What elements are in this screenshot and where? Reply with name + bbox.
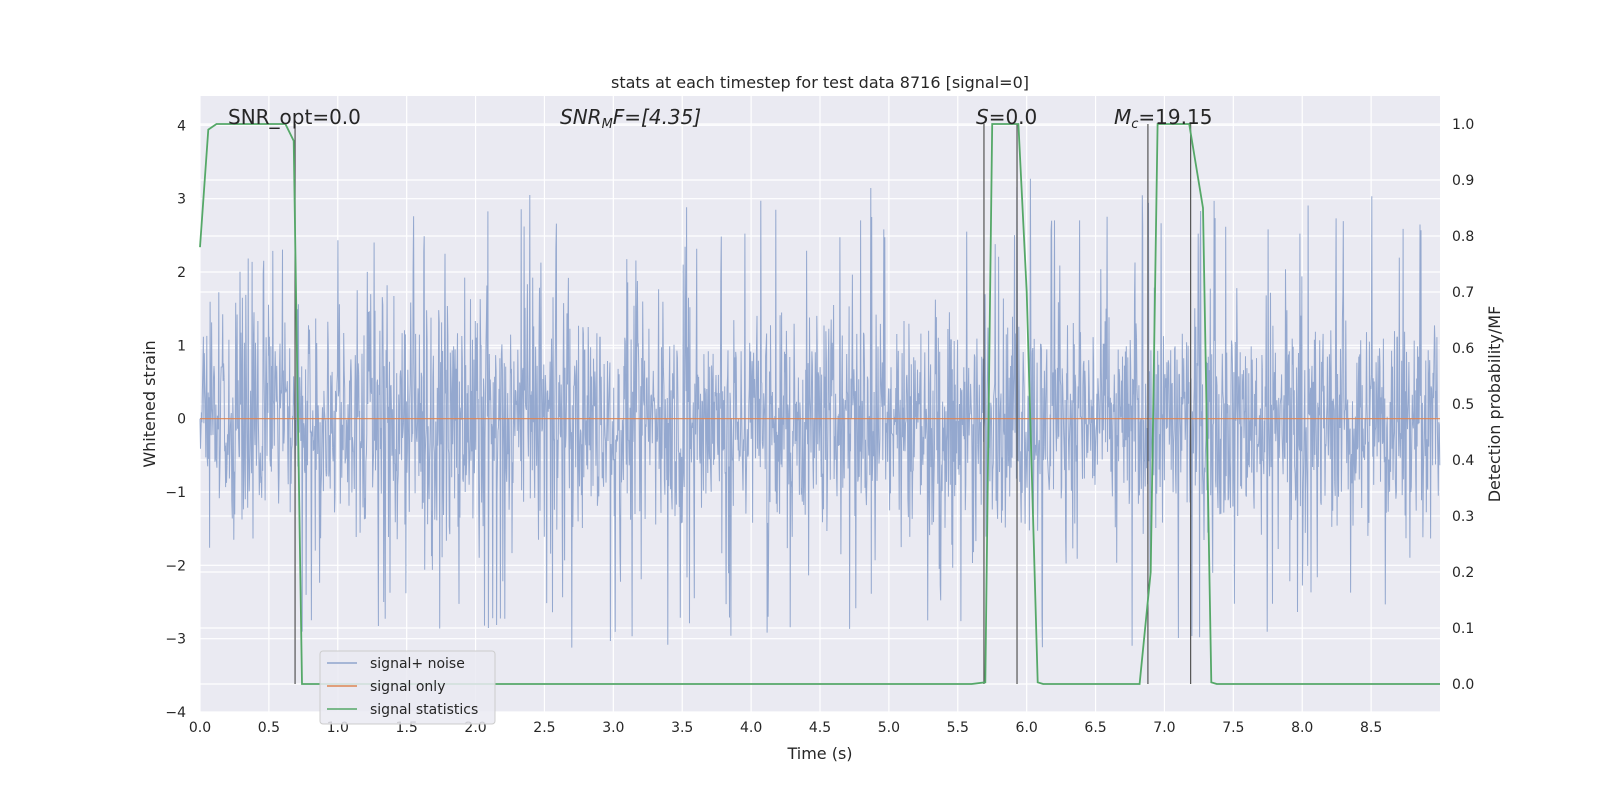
snr-mf-base: SNR <box>560 105 602 129</box>
y2-tick-label: 0.9 <box>1452 173 1474 189</box>
x-tick-labels: 0.0 0.5 1.0 1.5 2.0 2.5 3.0 3.5 4.0 4.5 5.0 5.5 6.0 6… <box>189 720 1382 736</box>
x-tick-label: 5.5 <box>947 720 969 736</box>
s-stat-value: =0.0 <box>989 105 1038 129</box>
snr-mf-annotation: SNRMF=[4.35] <box>560 105 701 132</box>
y-tick-label: 3 <box>177 192 186 208</box>
y-tick-labels: 4 3 2 1 0 −1 −2 −3 −4 <box>165 118 186 721</box>
mc-value: =19.15 <box>1138 105 1212 129</box>
snr-opt-annotation: SNR_opt=0.0 <box>228 105 361 129</box>
x-tick-label: 7.0 <box>1153 720 1175 736</box>
snr-mf-rest: F=[4.35] <box>613 105 701 129</box>
y-axis-label: Whitened strain <box>140 340 159 467</box>
y-tick-label: 1 <box>177 338 186 354</box>
y2-tick-label: 0.8 <box>1452 229 1474 245</box>
legend-label-stats: signal statistics <box>370 702 478 718</box>
legend: signal+ noise signal only signal statist… <box>319 650 496 725</box>
x-axis-label: Time (s) <box>786 744 852 763</box>
y2-tick-label: 0.7 <box>1452 285 1474 301</box>
y2-tick-label: 0.2 <box>1452 565 1474 581</box>
x-tick-label: 7.5 <box>1222 720 1244 736</box>
signal-statistics-line <box>199 123 1440 685</box>
x-tick-label: 8.0 <box>1291 720 1313 736</box>
x-tick-label: 6.0 <box>1016 720 1038 736</box>
snr-mf-sub: M <box>602 117 613 132</box>
x-tick-label: 8.5 <box>1360 720 1382 736</box>
y2-tick-label: 1.0 <box>1452 117 1474 133</box>
x-tick-label: 6.5 <box>1084 720 1106 736</box>
x-tick-label: 0.5 <box>258 720 280 736</box>
y-tick-label: −1 <box>165 485 186 501</box>
y2-tick-label: 0.5 <box>1452 397 1474 413</box>
y2-tick-label: 0.4 <box>1452 453 1474 469</box>
legend-box <box>319 650 496 725</box>
chart-title: stats at each timestep for test data 871… <box>611 73 1029 92</box>
y2-tick-label: 0.6 <box>1452 341 1474 357</box>
y-tick-label: 4 <box>177 118 186 134</box>
x-tick-label: 5.0 <box>878 720 900 736</box>
noise-trace <box>199 178 1441 648</box>
y2-tick-label: 0.1 <box>1452 621 1474 637</box>
y2-tick-label: 0.3 <box>1452 509 1474 525</box>
legend-label-noise: signal+ noise <box>370 656 465 672</box>
legend-label-signal: signal only <box>370 679 445 695</box>
s-stat-annotation: S=0.0 <box>976 105 1037 129</box>
y-tick-label: −2 <box>165 558 186 574</box>
x-tick-label: 3.0 <box>602 720 624 736</box>
y-tick-label: 2 <box>177 265 186 281</box>
y2-axis-label: Detection probability/MF <box>1485 306 1504 503</box>
mc-sub: c <box>1131 117 1138 132</box>
mc-annotation: Mc=19.15 <box>1114 105 1212 132</box>
y-tick-label: −3 <box>165 632 186 648</box>
y-tick-label: 0 <box>177 412 186 428</box>
x-tick-label: 4.0 <box>740 720 762 736</box>
y2-tick-label: 0.0 <box>1452 677 1474 693</box>
x-tick-label: 2.5 <box>533 720 555 736</box>
y2-tick-labels: 1.0 0.9 0.8 0.7 0.6 0.5 0.4 0.3 0.2 0.1 0.0 <box>1452 117 1474 693</box>
x-tick-label: 3.5 <box>671 720 693 736</box>
s-stat-symbol: S <box>976 105 989 129</box>
x-tick-label: 0.0 <box>189 720 211 736</box>
mc-symbol: M <box>1114 105 1131 129</box>
y-tick-label: −4 <box>165 705 186 721</box>
signal-noise-series <box>199 178 1441 648</box>
x-tick-label: 4.5 <box>809 720 831 736</box>
